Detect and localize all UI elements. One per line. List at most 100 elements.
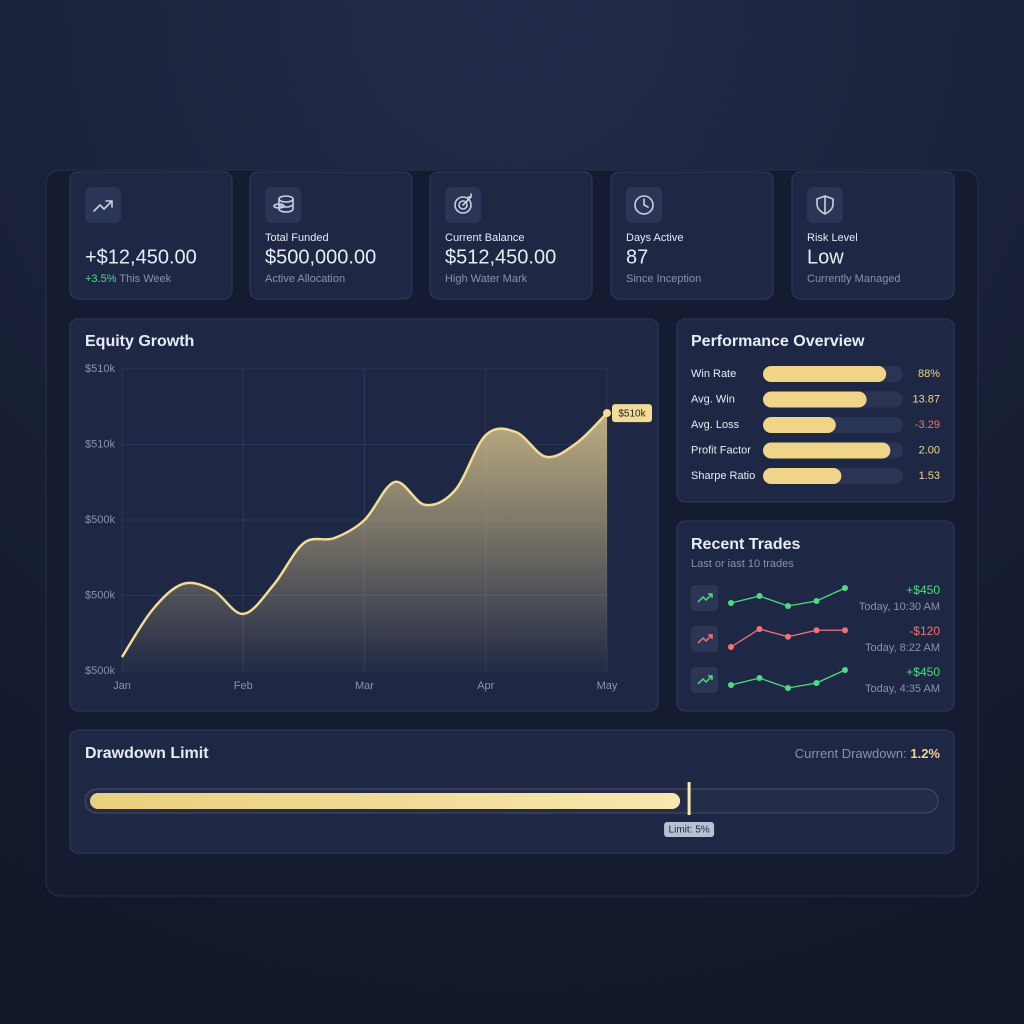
limit-label: Limit: 5% <box>669 825 710 836</box>
y-tick-label: $510k <box>85 438 115 450</box>
trade-icon <box>697 593 713 603</box>
drawdown-fill <box>90 793 681 809</box>
trade-time: Today, 8:22 AM <box>865 642 940 654</box>
stat-label: Current Balance <box>445 232 525 244</box>
spark-dot <box>728 682 734 688</box>
y-tick-label: $500k <box>85 589 115 601</box>
performance-rows: Win Rate 88% Avg. Win 13.87 Avg. Loss -3.29 Pr… <box>691 366 940 484</box>
metric-label: Sharpe Ratio <box>691 470 755 482</box>
clock-icon <box>634 195 654 215</box>
stat-value: $500,000.00 <box>265 246 376 268</box>
trade-icon <box>697 634 713 644</box>
x-tick-label: Jan <box>113 680 131 692</box>
metric-bar <box>763 468 842 484</box>
spark-dot <box>813 627 820 634</box>
stat-sub-text: This Week <box>119 273 171 285</box>
y-tick-label: $500k <box>85 514 115 526</box>
annotation: $510k <box>618 409 646 420</box>
metric-bar <box>763 417 836 433</box>
stat-cards: +$12,450.00 +3.5% This Week Total Funded $5… <box>69 171 955 300</box>
stat-sub: Active Allocation <box>265 273 345 285</box>
metric-label: Profit Factor <box>691 444 751 456</box>
spark-dot <box>756 593 763 599</box>
performance-title: Performance Overview <box>691 333 865 350</box>
shield-icon <box>816 195 834 215</box>
trade-amount: +$450 <box>906 583 940 597</box>
trade-amount: +$450 <box>906 665 940 679</box>
x-tick-label: Mar <box>355 680 374 692</box>
metric-label: Avg. Loss <box>691 419 740 431</box>
drawdown-bar: Limit: 5% <box>84 782 939 837</box>
current-label: Current Drawdown: <box>795 746 907 761</box>
metric-bar <box>763 391 867 408</box>
coins-icon <box>273 195 294 213</box>
metric-bar <box>763 366 887 382</box>
stat-value: 87 <box>626 246 648 268</box>
x-tick-label: Feb <box>234 680 253 692</box>
spark-dot <box>842 585 848 591</box>
stat-sub: +3.5% This Week <box>85 273 172 285</box>
metric-value: 2.00 <box>919 444 940 456</box>
end-point <box>603 409 611 418</box>
metric-label: Avg. Win <box>691 393 735 405</box>
spark-dot <box>842 627 848 634</box>
limit-label-box <box>664 822 715 837</box>
spark-dot <box>813 680 820 686</box>
area <box>122 413 607 671</box>
trade-amount: -$120 <box>909 624 940 638</box>
stat-icons <box>93 193 834 215</box>
stat-label: Days Active <box>626 232 683 244</box>
stat-sub-text: Currently Managed <box>807 273 901 285</box>
stat-label: Total Funded <box>265 232 329 244</box>
spark-dot <box>842 667 848 673</box>
metric-value: 88% <box>918 368 940 380</box>
spark-dot <box>813 598 820 604</box>
y-tick-label: $510k <box>85 363 115 375</box>
spark-dot <box>785 685 791 691</box>
stat-sub: Currently Managed <box>807 273 901 285</box>
annotation-box <box>612 404 652 423</box>
spark-dot <box>728 644 734 650</box>
chart-title: Equity Growth <box>85 333 194 350</box>
stat-icon-box <box>85 187 121 223</box>
metric-value: 13.87 <box>912 393 940 405</box>
current-value: 1.2% <box>910 746 940 761</box>
drawdown-current: Current Drawdown: 1.2% <box>795 746 941 761</box>
trade-time: Today, 4:35 AM <box>865 683 940 695</box>
stat-sub-text: High Water Mark <box>445 273 528 285</box>
metric-value: 1.53 <box>919 470 940 482</box>
stat-value: +$12,450.00 <box>85 246 197 268</box>
spark-dot <box>756 675 763 681</box>
metric-bar <box>763 442 891 459</box>
trade-time: Today, 10:30 AM <box>859 601 940 613</box>
trade-rows: +$450 Today, 10:30 AM -$120 Today, 8:22 AM +… <box>691 583 940 695</box>
metric-value: -3.29 <box>915 419 940 431</box>
trade-icon <box>697 675 713 685</box>
stat-value: $512,450.00 <box>445 246 556 268</box>
spark-dot <box>756 626 763 632</box>
stat-sub-text: Since Inception <box>626 273 701 285</box>
stat-sub: Since Inception <box>626 273 701 285</box>
target-icon <box>454 193 472 214</box>
stat-value: Low <box>807 246 844 268</box>
equity-chart: $500k $500k $500k $510k $510k Jan Feb Mar Apr May… <box>85 363 652 692</box>
spark-dot <box>785 603 791 609</box>
trades-card <box>676 520 955 712</box>
stat-change: +3.5% <box>85 273 117 285</box>
x-tick-label: Apr <box>477 680 494 692</box>
trades-subtitle: Last or iast 10 trades <box>691 558 794 570</box>
drawdown-title: Drawdown Limit <box>85 745 209 762</box>
stat-sub: High Water Mark <box>445 273 528 285</box>
stat-label: Risk Level <box>807 232 858 244</box>
metric-label: Win Rate <box>691 368 736 380</box>
spark-dot <box>785 633 791 640</box>
y-tick-label: $500k <box>85 665 115 677</box>
trend-icon <box>93 200 113 212</box>
stat-sub-text: Active Allocation <box>265 273 345 285</box>
spark-dot <box>728 600 734 606</box>
x-tick-label: May <box>597 680 618 692</box>
trades-title: Recent Trades <box>691 536 800 553</box>
